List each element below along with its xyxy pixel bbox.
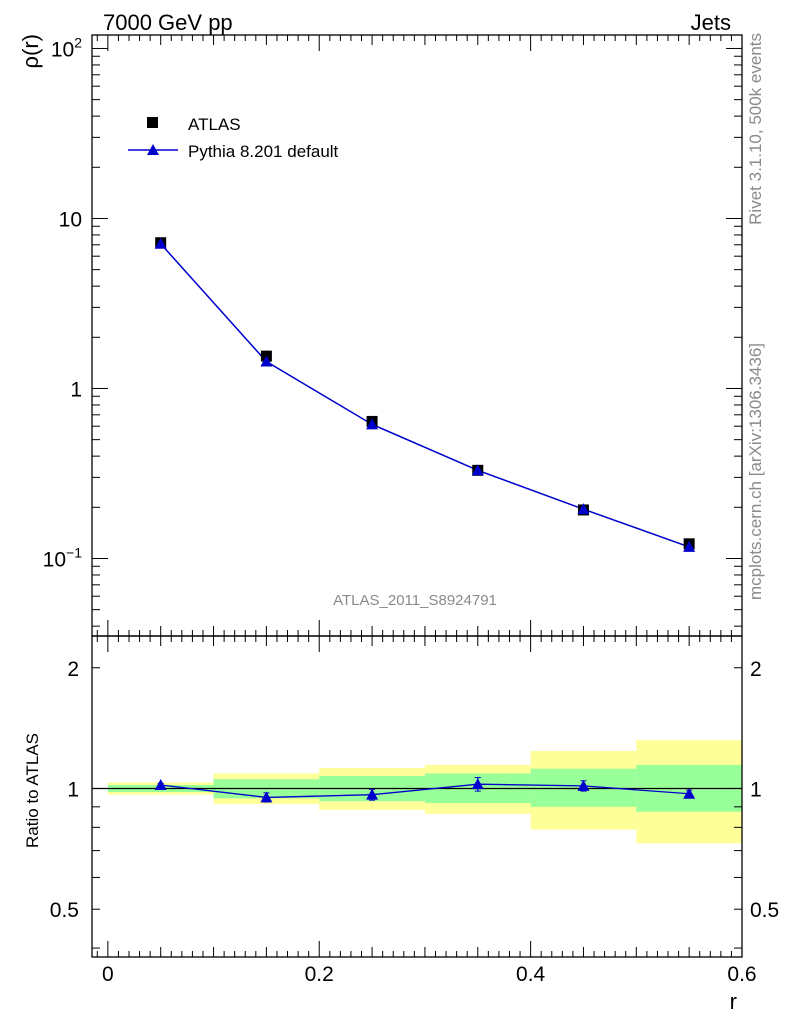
pythia-line <box>160 243 690 548</box>
x-axis-title: r <box>730 989 737 1014</box>
lower-y-tick-label-right: 0.5 <box>750 899 779 922</box>
ratio-data-point <box>260 791 273 803</box>
upper-y-tick-label: 1 <box>70 378 82 401</box>
ratio-uncertainty-bands <box>107 740 742 844</box>
x-tick-label: 0.4 <box>516 963 546 986</box>
ratio-data-point <box>577 779 590 791</box>
lower-y-tick-label-right: 2 <box>750 658 762 681</box>
x-tick-label: 0 <box>102 963 114 986</box>
analysis-id-label: ATLAS_2011_S8924791 <box>333 592 497 609</box>
ratio-data-point <box>154 779 167 791</box>
upper-y-tick-label: 102 <box>51 34 82 61</box>
pythia-data-point <box>683 540 696 552</box>
upper-y-axis-title: ρ(r) <box>18 34 43 69</box>
pythia-data-point <box>366 418 379 430</box>
lower-plot-frame <box>91 635 743 958</box>
pythia-data-point <box>260 355 273 367</box>
lower-y-tick-label-right: 1 <box>750 778 762 801</box>
rivet-info-label: Rivet 3.1.10, 500k events <box>746 33 765 225</box>
pythia-data-point <box>471 464 484 476</box>
upper-y-tick-label: 10 <box>59 208 82 231</box>
header-left-label: 7000 GeV pp <box>103 10 233 35</box>
lower-y-tick-label-left: 1 <box>67 778 79 801</box>
x-tick-label: 0.6 <box>727 963 756 986</box>
mcplots-info-label: mcplots.cern.ch [arXiv:1306.3436] <box>746 343 765 600</box>
x-tick-label: 0.2 <box>305 963 334 986</box>
series-layer <box>154 237 696 803</box>
lower-y-axis-title: Ratio to ATLAS <box>23 733 42 848</box>
legend-pythia-marker <box>147 144 159 155</box>
ratio-line <box>160 783 690 799</box>
legend-atlas-label: ATLAS <box>188 115 241 134</box>
header-right-label: Jets <box>691 10 731 35</box>
lower-y-tick-label-left: 2 <box>67 658 79 681</box>
lower-y-tick-label-left: 0.5 <box>50 899 79 922</box>
ratio-data-point <box>471 778 484 790</box>
pythia-data-point <box>154 237 167 249</box>
axes: 0 0.2 0.4 0.6 10−1 1 10 102 0.5 0.5 1 1 2 2 <box>43 34 779 986</box>
legend: ATLAS Pythia 8.201 default <box>128 115 339 161</box>
legend-pythia-label: Pythia 8.201 default <box>188 142 339 161</box>
legend-atlas-marker <box>147 117 158 128</box>
ratio-data-point <box>683 787 696 799</box>
ratio-data-point <box>366 788 379 800</box>
pythia-data-point <box>577 503 590 515</box>
upper-y-tick-label: 10−1 <box>43 544 83 571</box>
